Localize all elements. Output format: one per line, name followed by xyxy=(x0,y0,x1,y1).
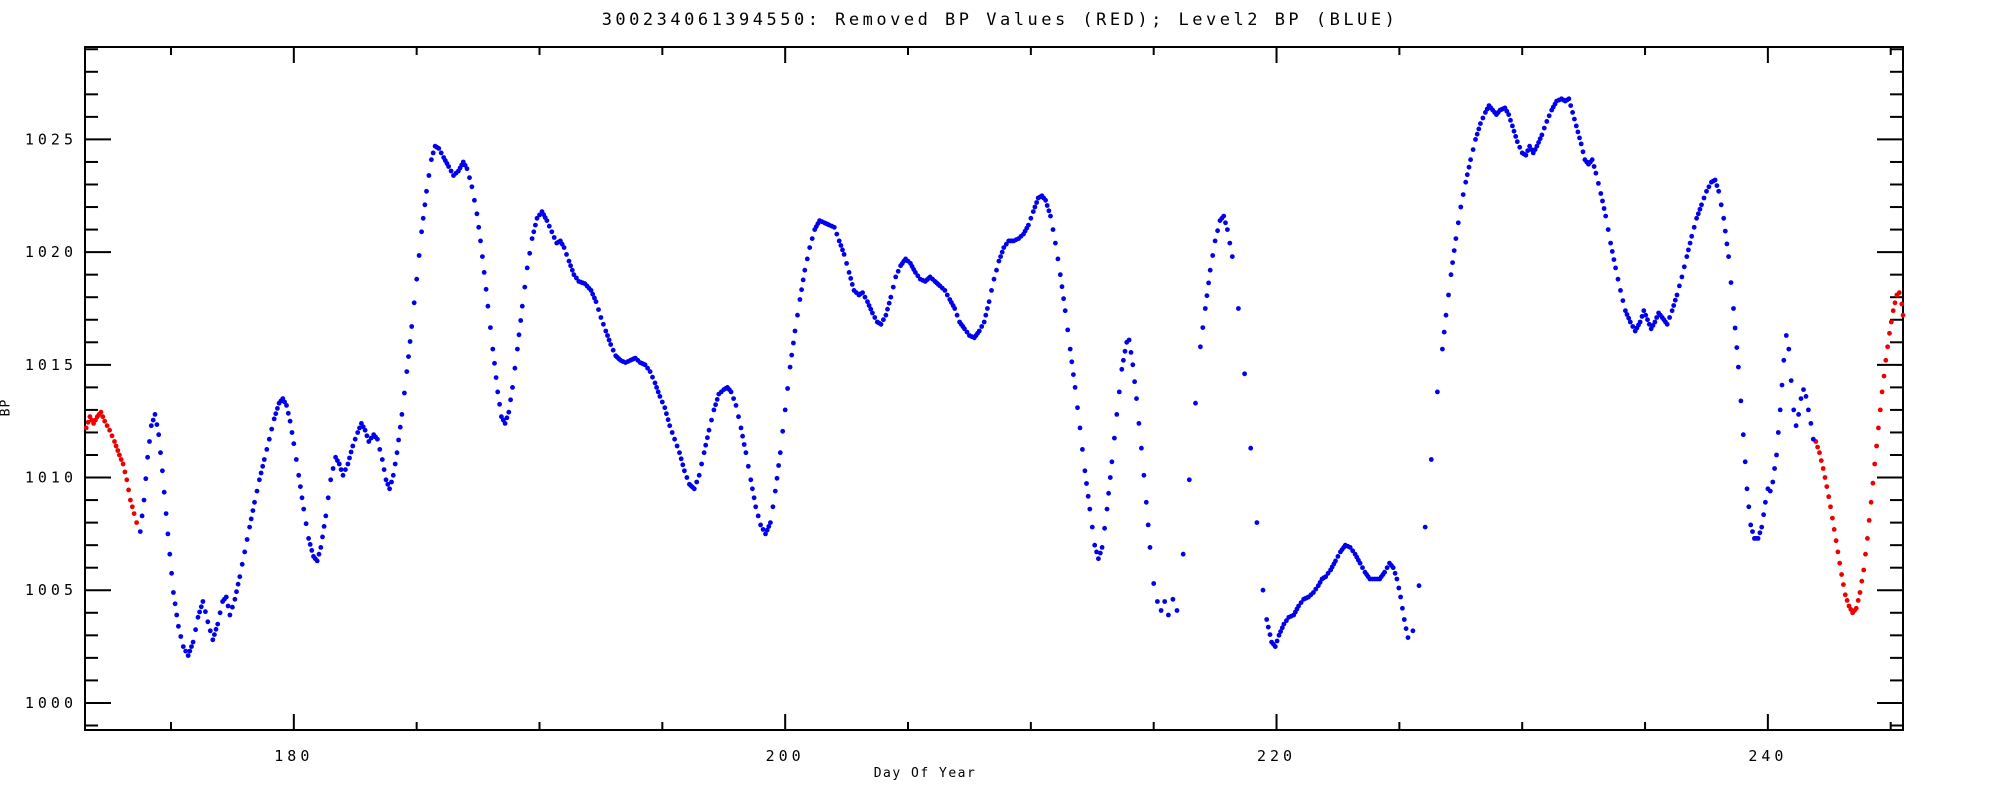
svg-text:1005: 1005 xyxy=(25,581,77,599)
svg-text:200: 200 xyxy=(766,747,805,765)
svg-text:1025: 1025 xyxy=(25,130,77,148)
svg-text:1020: 1020 xyxy=(25,243,77,261)
svg-text:220: 220 xyxy=(1257,747,1296,765)
x-axis-label: Day Of Year xyxy=(873,766,977,781)
svg-text:180: 180 xyxy=(274,747,313,765)
y-axis-label: BP xyxy=(0,398,14,417)
chart-title: 300234061394550: Removed BP Values (RED)… xyxy=(601,10,1399,30)
svg-text:1000: 1000 xyxy=(25,694,77,712)
svg-text:1010: 1010 xyxy=(25,469,77,487)
svg-text:240: 240 xyxy=(1748,747,1787,765)
svg-text:1015: 1015 xyxy=(25,356,77,374)
